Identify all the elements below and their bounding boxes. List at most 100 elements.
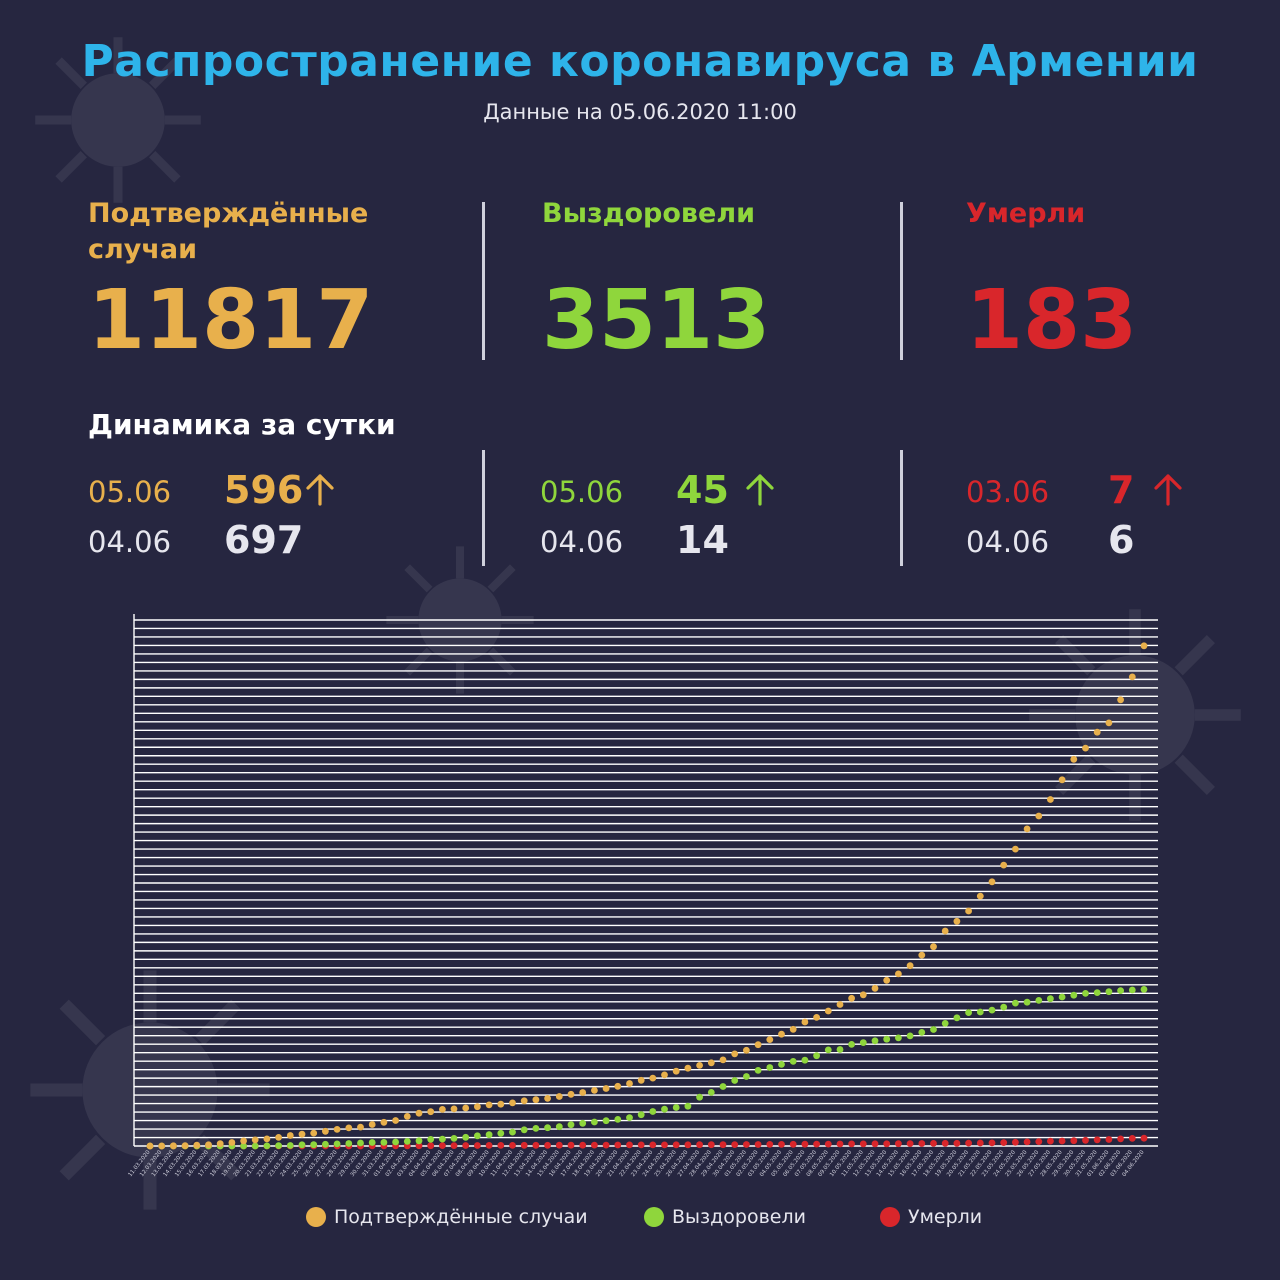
data-point-deaths: [1058, 1137, 1066, 1145]
data-point-deaths: [813, 1140, 820, 1148]
data-point-confirmed: [1047, 796, 1054, 803]
data-point-recovered: [731, 1077, 739, 1084]
data-point-confirmed: [298, 1130, 306, 1138]
data-point-confirmed: [801, 1018, 809, 1026]
data-point-recovered: [1023, 998, 1031, 1006]
legend-label-recovered: Выздоровели: [672, 1206, 806, 1228]
data-point-confirmed: [532, 1096, 540, 1104]
data-point-confirmed: [286, 1132, 294, 1139]
data-point-confirmed: [766, 1036, 774, 1043]
data-point-deaths: [883, 1140, 891, 1148]
recovered-value-old: 14: [676, 518, 729, 562]
stats-divider: [900, 202, 903, 360]
data-point-recovered: [474, 1132, 481, 1140]
data-point-deaths: [707, 1141, 715, 1149]
data-point-recovered: [497, 1129, 505, 1137]
data-point-confirmed: [1117, 696, 1124, 704]
data-point-confirmed: [462, 1104, 470, 1112]
data-point-deaths: [766, 1141, 774, 1148]
data-point-confirmed: [181, 1142, 189, 1149]
virus-decoration-icon: [35, 37, 201, 203]
data-point-recovered: [1012, 999, 1019, 1007]
deaths-date-new: 03.06: [966, 475, 1050, 509]
data-point-confirmed: [544, 1095, 551, 1102]
data-point-confirmed: [789, 1025, 797, 1033]
data-point-recovered: [450, 1135, 458, 1142]
recovered-value-new: 45: [676, 468, 729, 512]
data-point-confirmed: [731, 1050, 739, 1058]
data-point-confirmed: [322, 1127, 329, 1135]
data-point-deaths: [754, 1141, 762, 1148]
data-point-confirmed: [380, 1118, 388, 1126]
data-point-deaths: [1047, 1137, 1054, 1145]
deaths-total: 183: [966, 273, 1138, 368]
data-point-deaths: [579, 1141, 587, 1149]
data-point-deaths: [965, 1139, 972, 1147]
data-point-deaths: [661, 1141, 668, 1149]
data-point-deaths: [602, 1141, 610, 1149]
data-point-confirmed: [1093, 728, 1101, 736]
data-point-deaths: [614, 1141, 622, 1149]
data-point-recovered: [520, 1126, 528, 1134]
deaths-label: Умерли: [966, 198, 1086, 229]
data-point-confirmed: [707, 1059, 715, 1067]
arrow-up-icon: [746, 474, 774, 506]
data-point-confirmed: [555, 1093, 563, 1100]
data-point-recovered: [813, 1052, 820, 1060]
data-point-deaths: [743, 1141, 750, 1148]
data-point-confirmed: [591, 1087, 598, 1094]
data-point-deaths: [1023, 1138, 1031, 1146]
data-point-deaths: [555, 1141, 563, 1149]
data-point-confirmed: [754, 1041, 762, 1049]
data-point-deaths: [1128, 1135, 1136, 1142]
data-point-recovered: [240, 1142, 247, 1150]
data-point-recovered: [392, 1138, 399, 1146]
data-point-confirmed: [345, 1124, 353, 1132]
data-point-deaths: [474, 1142, 481, 1149]
recovered-date-new: 05.06: [540, 475, 624, 509]
data-point-confirmed: [392, 1117, 399, 1124]
data-point-deaths: [895, 1140, 902, 1148]
arrow-up-icon: [306, 474, 334, 506]
data-point-recovered: [567, 1121, 575, 1129]
data-point-deaths: [439, 1142, 446, 1149]
data-point-recovered: [1058, 993, 1066, 1001]
data-point-confirmed: [953, 917, 961, 925]
data-point-confirmed: [1023, 825, 1031, 833]
data-point-recovered: [1128, 986, 1136, 994]
data-point-recovered: [871, 1037, 879, 1045]
data-point-recovered: [778, 1061, 785, 1068]
data-point-confirmed: [778, 1030, 785, 1038]
data-point-confirmed: [415, 1109, 423, 1117]
data-point-deaths: [544, 1141, 551, 1149]
arrow-up-icon: [1154, 474, 1182, 506]
legend-label-deaths: Умерли: [908, 1206, 983, 1228]
data-point-confirmed: [637, 1076, 645, 1084]
data-point-deaths: [859, 1140, 867, 1148]
data-point-deaths: [801, 1140, 809, 1148]
data-point-recovered: [357, 1139, 364, 1147]
data-point-deaths: [450, 1142, 458, 1149]
data-point-confirmed: [146, 1142, 154, 1150]
data-point-recovered: [626, 1114, 633, 1121]
data-point-recovered: [579, 1119, 587, 1127]
legend-label-confirmed: Подтверждённые случаи: [334, 1206, 588, 1228]
data-point-confirmed: [263, 1135, 271, 1143]
dynamics-divider: [482, 450, 485, 566]
legend-dot-confirmed: [306, 1207, 326, 1227]
data-point-confirmed: [485, 1101, 493, 1109]
confirmed-label: Подтверждённые случаи: [88, 196, 368, 268]
data-point-recovered: [275, 1142, 282, 1149]
data-point-deaths: [1140, 1134, 1148, 1142]
data-point-confirmed: [1082, 744, 1089, 752]
data-point-recovered: [941, 1020, 949, 1027]
data-point-deaths: [509, 1142, 516, 1149]
data-point-recovered: [1000, 1003, 1008, 1011]
data-timestamp: Данные на 05.06.2020 11:00: [483, 100, 797, 124]
data-point-confirmed: [614, 1082, 622, 1090]
data-point-deaths: [719, 1141, 727, 1149]
confirmed-date-new: 05.06: [88, 475, 172, 509]
data-point-recovered: [988, 1006, 996, 1014]
data-point-confirmed: [193, 1141, 201, 1149]
data-point-recovered: [719, 1083, 727, 1090]
